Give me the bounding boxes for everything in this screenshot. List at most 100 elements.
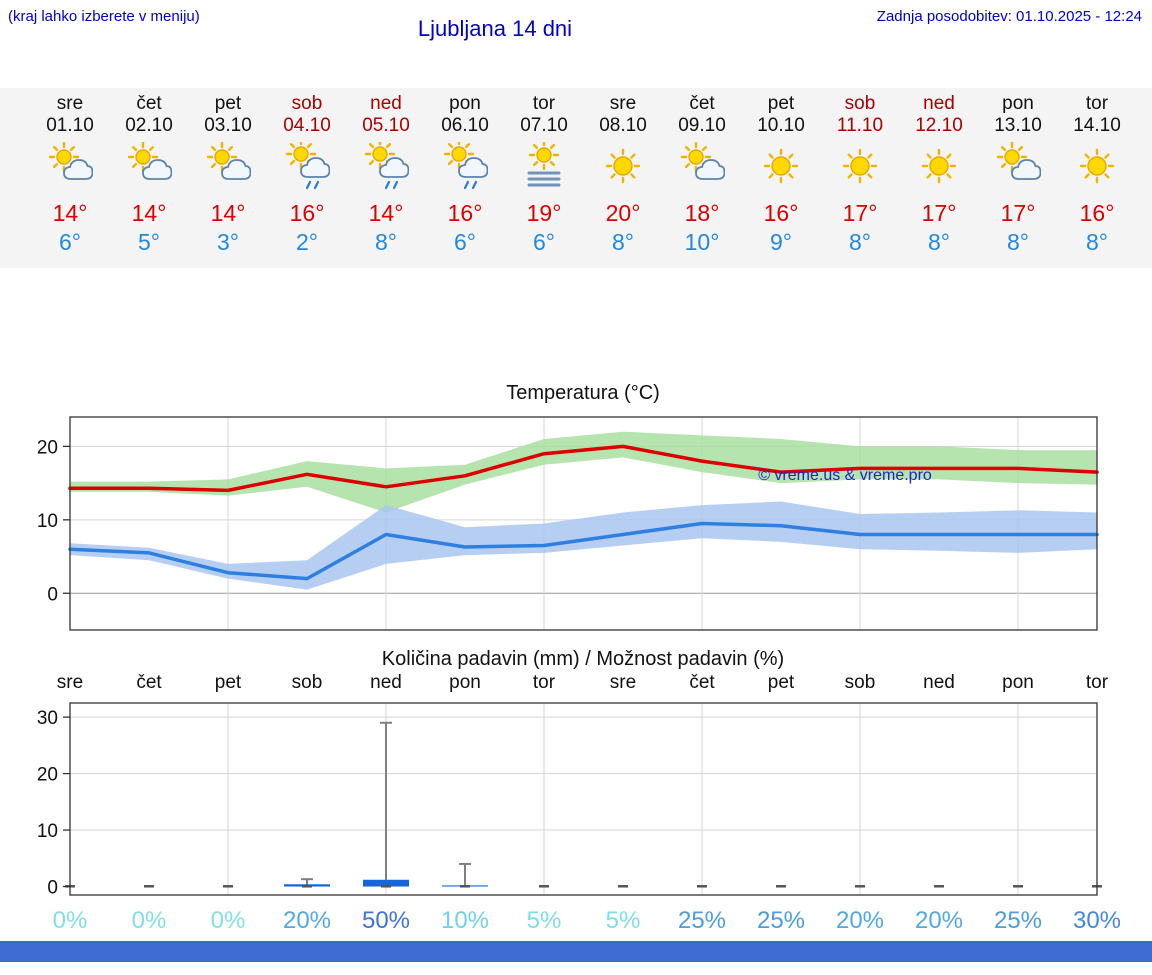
partly-weather-icon [108, 142, 190, 192]
baseline-mark [776, 885, 786, 888]
day-date: 13.10 [994, 115, 1042, 136]
day-date: 05.10 [362, 115, 410, 136]
forecast-day-14.10: tor 14.10 16° 8° [1056, 93, 1138, 256]
precip-probability: 20% [836, 907, 884, 934]
low-temp: 8° [1007, 229, 1029, 255]
low-temp: 2° [296, 229, 318, 255]
forecast-day-01.10: sre 01.10 14° 6° [29, 93, 111, 256]
high-temp: 16° [763, 200, 799, 226]
day-date: 10.10 [757, 115, 805, 136]
forecast-day-06.10: pon 06.10 16° 6° [424, 93, 506, 256]
baseline-mark [223, 885, 233, 888]
partly-weather-icon [187, 142, 269, 192]
sunny-weather-icon [740, 142, 822, 192]
precipitation-chart: Količina padavin (mm) / Možnost padavin … [37, 648, 1121, 934]
shower-weather-icon [266, 142, 348, 192]
high-temp: 14° [52, 200, 88, 226]
y-tick-label: 0 [47, 584, 58, 605]
precip-probability: 0% [211, 907, 246, 934]
day-name: tor [532, 93, 556, 114]
high-temp: 14° [368, 200, 404, 226]
baseline-mark [618, 885, 628, 888]
forecast-strip: sre 01.10 14° 6° čet 02.10 14° 5° pet 03.10 14° 3° s… [0, 88, 1152, 268]
day-date: 08.10 [599, 115, 647, 136]
high-temp: 18° [684, 200, 720, 226]
low-temp: 8° [612, 229, 634, 255]
high-temp: 17° [921, 200, 957, 226]
day-date: 01.10 [46, 115, 94, 136]
high-temp: 16° [447, 200, 483, 226]
forecast-day-09.10: čet 09.10 18° 10° [661, 93, 743, 256]
baseline-mark [302, 885, 312, 888]
low-temp: 6° [454, 229, 476, 255]
forecast-day-11.10: sob 11.10 17° 8° [819, 93, 901, 256]
baseline-mark [1013, 885, 1023, 888]
sunny-weather-icon [1056, 142, 1138, 192]
day-name: čet [136, 93, 162, 114]
baseline-mark [697, 885, 707, 888]
precip-probability: 0% [53, 907, 88, 934]
high-temp: 16° [1079, 200, 1115, 226]
day-date: 03.10 [204, 115, 252, 136]
min-temp-line [68, 521, 1099, 581]
watermark-link[interactable]: © vreme.us & vreme.pro [758, 467, 932, 484]
forecast-day-08.10: sre 08.10 20° 8° [582, 93, 664, 256]
day-name: pon [449, 93, 481, 114]
page-title: Ljubljana 14 dni [417, 16, 573, 41]
y-tick-label: 0 [47, 878, 58, 899]
day-date: 14.10 [1073, 115, 1121, 136]
low-temp: 3° [217, 229, 239, 255]
precip-probability: 50% [362, 907, 410, 934]
precip-day-label: sob [845, 672, 876, 693]
sunny-weather-icon [819, 142, 901, 192]
day-date: 07.10 [520, 115, 568, 136]
precip-probability: 5% [606, 907, 641, 934]
day-name: sre [609, 93, 637, 114]
forecast-day-10.10: pet 10.10 16° 9° [740, 93, 822, 256]
forecast-day-05.10: ned 05.10 14° 8° [345, 93, 427, 256]
shower-weather-icon [345, 142, 427, 192]
precip-probability: 25% [678, 907, 726, 934]
baseline-mark [539, 885, 549, 888]
precip-day-label: čet [136, 672, 162, 693]
forecast-day-02.10: čet 02.10 14° 5° [108, 93, 190, 256]
baseline-mark [934, 885, 944, 888]
day-name: ned [923, 93, 955, 114]
forecast-day-04.10: sob 04.10 16° 2° [266, 93, 348, 256]
forecast-day-12.10: ned 12.10 17° 8° [898, 93, 980, 256]
precip-day-label: pon [1002, 672, 1034, 693]
day-name: sre [56, 93, 84, 114]
high-temp: 17° [1000, 200, 1036, 226]
day-name: sob [844, 93, 876, 114]
low-temp: 8° [375, 229, 397, 255]
y-tick-label: 30 [37, 708, 58, 729]
low-temp: 8° [1086, 229, 1108, 255]
baseline-mark [144, 885, 154, 888]
precip-day-label: pet [215, 672, 242, 693]
sunny-weather-icon [898, 142, 980, 192]
day-name: pon [1002, 93, 1034, 114]
low-temp: 5° [138, 229, 160, 255]
plot-border [69, 416, 1098, 631]
max-temp-line [68, 444, 1099, 493]
precip-day-label: čet [689, 672, 715, 693]
temp-chart-title: Temperatura (°C) [506, 382, 660, 404]
precip-day-label: sre [610, 672, 636, 693]
precip-day-label: sre [57, 672, 83, 693]
last-updated: Zadnja posodobitev: 01.10.2025 - 12:24 [876, 8, 1142, 25]
temperature-chart: Temperatura (°C) 0 10 20 © vreme.us & vreme.… [37, 382, 1099, 631]
low-temp: 8° [928, 229, 950, 255]
day-name: pet [214, 93, 242, 114]
location-menu-hint: (kraj lahko izberete v meniju) [8, 8, 200, 25]
forecast-day-07.10: tor 07.10 19° 6° [503, 93, 585, 256]
max-temp-range [70, 431, 1097, 513]
low-temp: 6° [533, 229, 555, 255]
precip-probability: 20% [915, 907, 963, 934]
low-temp: 10° [684, 229, 720, 255]
precip-chart-title: Količina padavin (mm) / Možnost padavin … [382, 648, 784, 670]
shower-weather-icon [424, 142, 506, 192]
precip-day-label: ned [923, 672, 955, 693]
day-date: 02.10 [125, 115, 173, 136]
precip-probability: 10% [441, 907, 489, 934]
